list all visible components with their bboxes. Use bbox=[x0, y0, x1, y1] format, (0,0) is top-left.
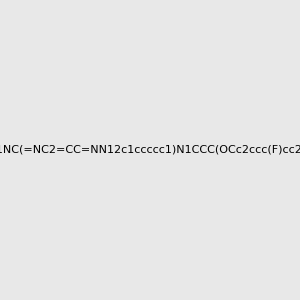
Text: O=C1NC(=NC2=CC=NN12c1ccccc1)N1CCC(OCc2ccc(F)cc2)CC1: O=C1NC(=NC2=CC=NN12c1ccccc1)N1CCC(OCc2cc… bbox=[0, 145, 300, 155]
